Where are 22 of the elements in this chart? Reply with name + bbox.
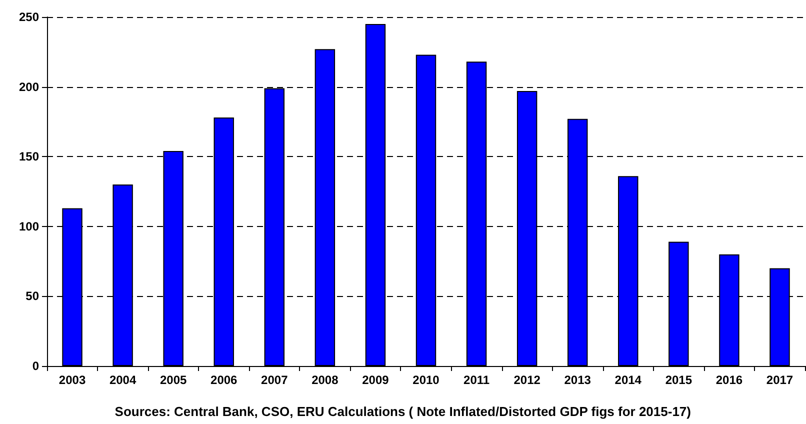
x-tick-label: 2017: [766, 373, 794, 387]
source-note: Sources: Central Bank, CSO, ERU Calculations ( Note Inflated/Distorted GDP figs for 2015-17): [114, 404, 691, 419]
x-tick-label: 2010: [412, 373, 440, 387]
x-tick-label: 2015: [665, 373, 692, 387]
y-tick-label: 100: [18, 219, 40, 234]
x-tick-label: 2013: [564, 373, 592, 387]
x-tick-label: 2003: [58, 373, 86, 387]
y-tick-label: 50: [26, 289, 40, 304]
x-tick-label: 2011: [464, 373, 490, 387]
x-tick-label: 2005: [160, 373, 188, 387]
x-tick-label: 2014: [614, 373, 642, 387]
x-tick-label: 2009: [362, 373, 390, 387]
y-tick-label: 150: [18, 150, 40, 164]
y-tick-label: 200: [18, 80, 40, 94]
y-tick-label: 0: [32, 359, 40, 373]
x-tick-label: 2008: [312, 373, 339, 387]
x-tick-label: 2012: [514, 373, 541, 387]
x-tick-label: 2016: [716, 373, 743, 387]
x-tick-label: 2006: [210, 373, 238, 387]
y-tick-label: 250: [18, 10, 40, 24]
x-tick-label: 2004: [109, 373, 136, 387]
x-tick-label: 2007: [261, 373, 288, 387]
